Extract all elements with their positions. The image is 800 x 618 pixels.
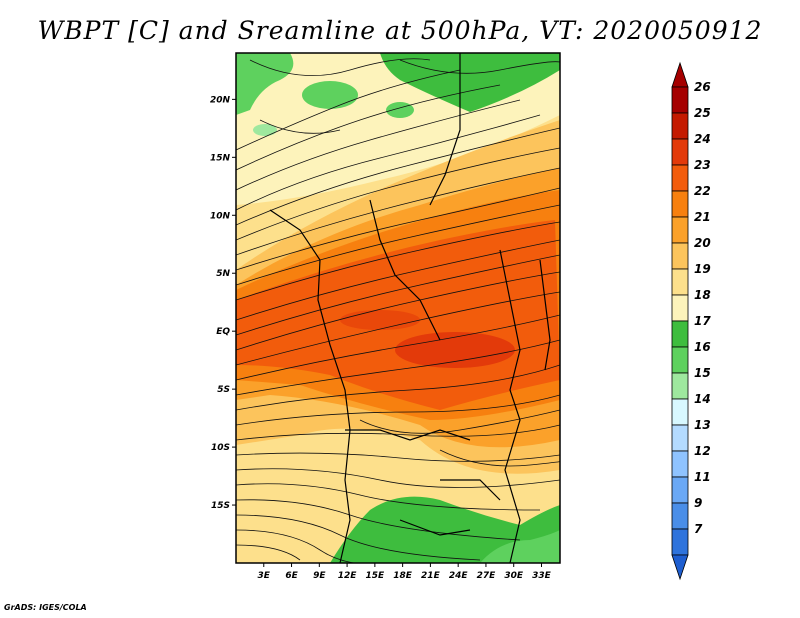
field-hotspot-24b	[340, 310, 420, 330]
field-green-patch-c	[253, 124, 277, 136]
colorbar-label: 16	[694, 340, 711, 354]
lon-tick-label: 15E	[366, 571, 386, 581]
field-green-south-light	[480, 530, 560, 563]
lon-tick-label: 30E	[504, 571, 524, 581]
field-green-patch-b	[386, 102, 414, 118]
lon-tick-label: 18E	[393, 571, 413, 581]
lon-tick-label: 33E	[532, 571, 552, 581]
colorbar-swatch	[671, 424, 689, 452]
colorbar-swatch	[671, 294, 689, 322]
colorbar-label: 9	[694, 496, 702, 510]
colorbar-swatch	[671, 476, 689, 504]
colorbar-label: 14	[694, 392, 711, 406]
colorbar-swatch	[671, 138, 689, 166]
lon-tick-label: 12E	[338, 571, 358, 581]
lon-tick-label: 21E	[421, 571, 441, 581]
colorbar-label: 13	[694, 418, 711, 432]
lon-tick-label: 24E	[449, 571, 469, 581]
lon-tick-label: 3E	[258, 571, 271, 581]
colorbar-label: 17	[694, 314, 711, 328]
lat-tick-label: 10S	[211, 443, 230, 453]
colorbar-swatch	[671, 190, 689, 218]
lat-axis: 20N 15N 10N 5N EQ 5S 10S 15S	[210, 95, 236, 511]
lon-tick-label: 27E	[477, 571, 497, 581]
lon-axis: 3E 6E 9E 12E 15E 18E 21E 24E 27E 30E 33E	[258, 563, 552, 581]
lat-tick-label: 5N	[216, 269, 230, 279]
colorbar-label: 15	[694, 366, 711, 380]
lon-tick-label: 9E	[313, 571, 326, 581]
colorbar-swatch	[671, 502, 689, 530]
colorbar-swatch	[671, 450, 689, 478]
streamlines	[236, 58, 560, 563]
field-green-northwest	[236, 53, 294, 115]
colorbar-top-cap	[671, 61, 689, 88]
colorbar-swatch	[671, 216, 689, 244]
colorbar-swatch	[671, 164, 689, 192]
colorbar-swatch	[671, 112, 689, 140]
field-green-patch-a	[302, 81, 358, 109]
lat-tick-label: 5S	[217, 385, 230, 395]
field-hotspot-24	[395, 332, 515, 368]
lat-tick-label: 15N	[210, 153, 231, 163]
colorbar-label: 23	[694, 158, 711, 172]
colorbar-swatch	[671, 346, 689, 374]
colorbar-swatch	[671, 398, 689, 426]
lon-tick-label: 6E	[285, 571, 298, 581]
colorbar-swatch	[671, 528, 689, 556]
lat-tick-label: EQ	[216, 327, 230, 337]
page-title: WBPT [C] and Sreamline at 500hPa, VT: 20…	[37, 16, 763, 45]
colorbar-label: 7	[694, 522, 703, 536]
colorbar-label: 25	[694, 106, 711, 120]
colorbar: 26 25 24 23 22 21 20 19 18 17 16 15 14 13 12 11 9 7	[671, 61, 711, 581]
colorbar-label: 21	[694, 210, 711, 224]
map-frame	[235, 52, 561, 564]
colorbar-swatch	[671, 242, 689, 270]
colorbar-swatch	[671, 320, 689, 348]
colorbar-label: 24	[694, 132, 711, 146]
country-borders	[269, 53, 551, 563]
colorbar-swatch	[671, 268, 689, 296]
colorbar-label: 26	[694, 80, 711, 94]
colorbar-label: 11	[694, 470, 711, 484]
colorbar-label: 19	[694, 262, 711, 276]
credit-text: GrADS: IGES/COLA	[4, 603, 87, 612]
lat-tick-label: 15S	[211, 501, 230, 511]
colorbar-label: 18	[694, 288, 711, 302]
colorbar-swatch	[671, 372, 689, 400]
wbpt-field	[236, 53, 560, 563]
colorbar-label: 12	[694, 444, 711, 458]
lat-tick-label: 10N	[210, 211, 231, 221]
colorbar-bottom-cap	[671, 554, 689, 581]
colorbar-label: 22	[694, 184, 711, 198]
colorbar-label: 20	[694, 236, 711, 250]
lat-tick-label: 20N	[210, 95, 231, 105]
colorbar-swatch	[671, 86, 689, 114]
